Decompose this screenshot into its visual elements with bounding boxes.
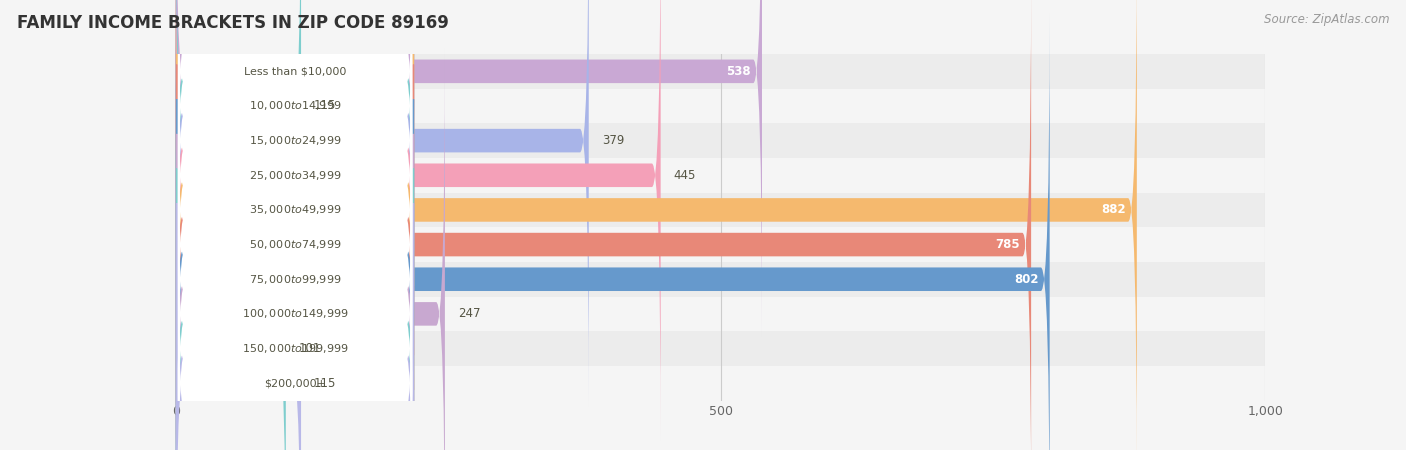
FancyBboxPatch shape: [177, 0, 413, 251]
FancyBboxPatch shape: [176, 118, 301, 450]
Text: 379: 379: [602, 134, 624, 147]
Text: $100,000 to $149,999: $100,000 to $149,999: [242, 307, 349, 320]
Text: 785: 785: [995, 238, 1021, 251]
FancyBboxPatch shape: [176, 49, 444, 450]
Text: FAMILY INCOME BRACKETS IN ZIP CODE 89169: FAMILY INCOME BRACKETS IN ZIP CODE 89169: [17, 14, 449, 32]
FancyBboxPatch shape: [179, 47, 412, 373]
Text: $35,000 to $49,999: $35,000 to $49,999: [249, 203, 342, 216]
Text: 445: 445: [673, 169, 696, 182]
Text: 247: 247: [458, 307, 481, 320]
FancyBboxPatch shape: [176, 297, 1265, 331]
FancyBboxPatch shape: [177, 203, 413, 450]
FancyBboxPatch shape: [176, 0, 589, 406]
FancyBboxPatch shape: [176, 89, 1265, 123]
FancyBboxPatch shape: [176, 0, 762, 337]
FancyBboxPatch shape: [177, 0, 413, 355]
Text: Less than $10,000: Less than $10,000: [243, 66, 346, 76]
Text: 538: 538: [727, 65, 751, 78]
FancyBboxPatch shape: [176, 83, 285, 450]
FancyBboxPatch shape: [179, 13, 412, 338]
Text: 115: 115: [314, 377, 336, 390]
FancyBboxPatch shape: [176, 331, 1265, 366]
FancyBboxPatch shape: [179, 0, 412, 303]
FancyBboxPatch shape: [176, 123, 1265, 158]
Text: 802: 802: [1014, 273, 1039, 286]
FancyBboxPatch shape: [177, 30, 413, 390]
FancyBboxPatch shape: [179, 0, 412, 234]
Text: $75,000 to $99,999: $75,000 to $99,999: [249, 273, 342, 286]
Text: $15,000 to $24,999: $15,000 to $24,999: [249, 134, 342, 147]
FancyBboxPatch shape: [177, 99, 413, 450]
FancyBboxPatch shape: [177, 65, 413, 424]
FancyBboxPatch shape: [177, 134, 413, 450]
FancyBboxPatch shape: [176, 0, 301, 371]
Text: $150,000 to $199,999: $150,000 to $199,999: [242, 342, 349, 355]
FancyBboxPatch shape: [176, 54, 1265, 89]
FancyBboxPatch shape: [177, 169, 413, 450]
FancyBboxPatch shape: [176, 262, 1265, 297]
FancyBboxPatch shape: [179, 220, 412, 450]
FancyBboxPatch shape: [179, 82, 412, 407]
FancyBboxPatch shape: [177, 0, 413, 320]
FancyBboxPatch shape: [179, 0, 412, 269]
Text: $10,000 to $14,999: $10,000 to $14,999: [249, 99, 342, 112]
Text: 101: 101: [299, 342, 321, 355]
FancyBboxPatch shape: [177, 0, 413, 286]
Text: 882: 882: [1101, 203, 1126, 216]
FancyBboxPatch shape: [176, 0, 661, 441]
FancyBboxPatch shape: [176, 227, 1265, 262]
Text: 115: 115: [314, 99, 336, 112]
FancyBboxPatch shape: [179, 117, 412, 442]
FancyBboxPatch shape: [179, 186, 412, 450]
FancyBboxPatch shape: [176, 14, 1050, 450]
FancyBboxPatch shape: [176, 0, 1031, 450]
Text: Source: ZipAtlas.com: Source: ZipAtlas.com: [1264, 14, 1389, 27]
FancyBboxPatch shape: [176, 0, 1137, 450]
Text: $200,000+: $200,000+: [264, 378, 326, 388]
FancyBboxPatch shape: [176, 193, 1265, 227]
Text: $50,000 to $74,999: $50,000 to $74,999: [249, 238, 342, 251]
FancyBboxPatch shape: [179, 151, 412, 450]
Text: $25,000 to $34,999: $25,000 to $34,999: [249, 169, 342, 182]
FancyBboxPatch shape: [176, 366, 1265, 400]
FancyBboxPatch shape: [176, 158, 1265, 193]
